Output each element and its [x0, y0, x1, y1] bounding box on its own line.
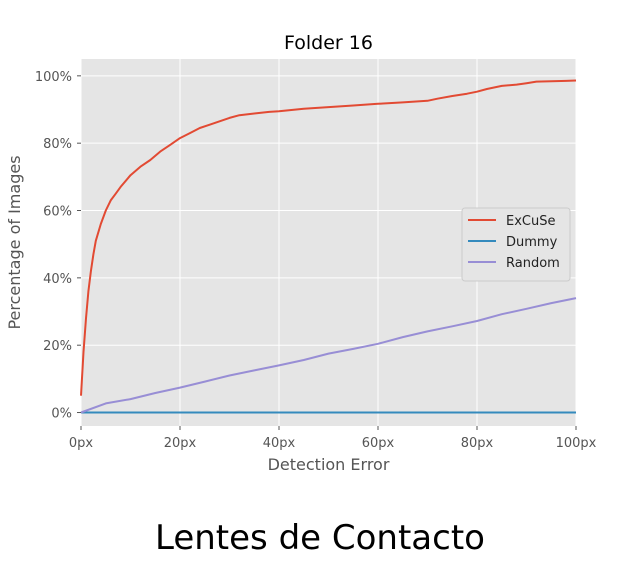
x-tick-label: 100px: [556, 436, 597, 451]
y-tick-label: 0%: [51, 407, 72, 422]
y-axis-ticks: 0% 20% 40% 60% 80% 100%: [35, 70, 81, 422]
x-tick-label: 0px: [69, 436, 94, 451]
series-line-random: [80, 297, 577, 414]
x-axis-ticks: 0px 20px 40px 60px 80px 100px: [69, 426, 597, 451]
y-tick-label: 20%: [43, 339, 72, 354]
y-tick-label: 100%: [35, 70, 72, 85]
x-tick-label: 20px: [164, 436, 197, 451]
x-tick-label: 80px: [461, 436, 494, 451]
chart-title: Folder 16: [284, 32, 373, 54]
y-tick-label: 60%: [43, 205, 72, 220]
y-tick-label: 80%: [43, 137, 72, 152]
legend-label-excuse: ExCuSe: [506, 214, 555, 229]
legend: ExCuSe Dummy Random: [461, 207, 571, 282]
x-axis-label: Detection Error: [268, 455, 390, 474]
series-line-excuse: [80, 79, 577, 396]
x-tick-label: 60px: [362, 436, 395, 451]
y-tick-label: 40%: [43, 272, 72, 287]
figure-caption: Lentes de Contacto: [155, 518, 485, 558]
series-lines: [80, 79, 577, 414]
y-axis-label: Percentage of Images: [5, 155, 24, 329]
legend-label-dummy: Dummy: [506, 235, 558, 250]
chart-figure: 0px 20px 40px 60px 80px 100px 0% 20% 40% 60% 80% 1…: [5, 32, 597, 474]
legend-label-random: Random: [506, 256, 560, 271]
x-tick-label: 40px: [263, 436, 296, 451]
